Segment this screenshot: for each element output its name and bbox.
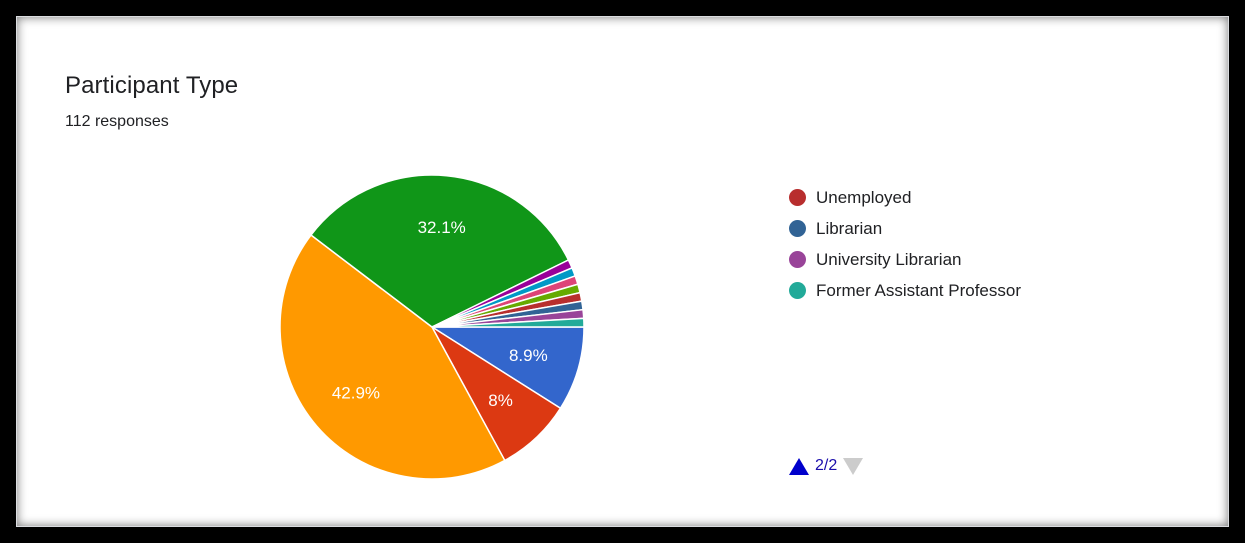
triangle-down-icon[interactable] xyxy=(843,457,864,475)
chart-legend: Unemployed Librarian University Librarian F… xyxy=(789,182,1021,306)
legend-label: Librarian xyxy=(816,218,883,238)
chart-title: Participant Type xyxy=(65,72,239,99)
legend-entry: Former Assistant Professor xyxy=(789,275,1021,306)
pie-slice[interactable] xyxy=(309,174,570,328)
pager-text: 2/2 xyxy=(815,457,838,474)
pie-slice[interactable] xyxy=(429,326,585,410)
slice-label: 8.9% xyxy=(509,346,548,365)
legend-label: Unemployed xyxy=(816,187,912,207)
responses-count: 112 responses xyxy=(65,113,169,130)
pie-chart-area: 8.9% 8% 42.9% 32.1% xyxy=(272,167,592,487)
legend-swatch xyxy=(789,282,806,299)
legend-label: University Librarian xyxy=(816,249,962,269)
slice-label: 32.1% xyxy=(418,218,466,237)
legend-entry: Librarian xyxy=(789,213,1021,244)
chart-card: Participant Type 112 responses 8.9% 8% 42.… xyxy=(16,16,1229,527)
triangle-up-icon[interactable] xyxy=(789,457,809,475)
legend-pager: 2/2 xyxy=(789,457,864,475)
legend-entry: Unemployed xyxy=(789,182,1021,213)
legend-entry: University Librarian xyxy=(789,244,1021,275)
legend-swatch xyxy=(789,189,806,206)
pie-slice[interactable] xyxy=(431,317,585,328)
legend-label: Former Assistant Professor xyxy=(816,280,1022,300)
slice-label: 8% xyxy=(488,391,513,410)
legend-swatch xyxy=(789,251,806,268)
slice-label: 42.9% xyxy=(332,383,380,402)
pie-slice[interactable] xyxy=(279,233,506,480)
legend-swatch xyxy=(789,220,806,237)
pie-chart: 8.9% 8% 42.9% 32.1% xyxy=(279,174,585,480)
